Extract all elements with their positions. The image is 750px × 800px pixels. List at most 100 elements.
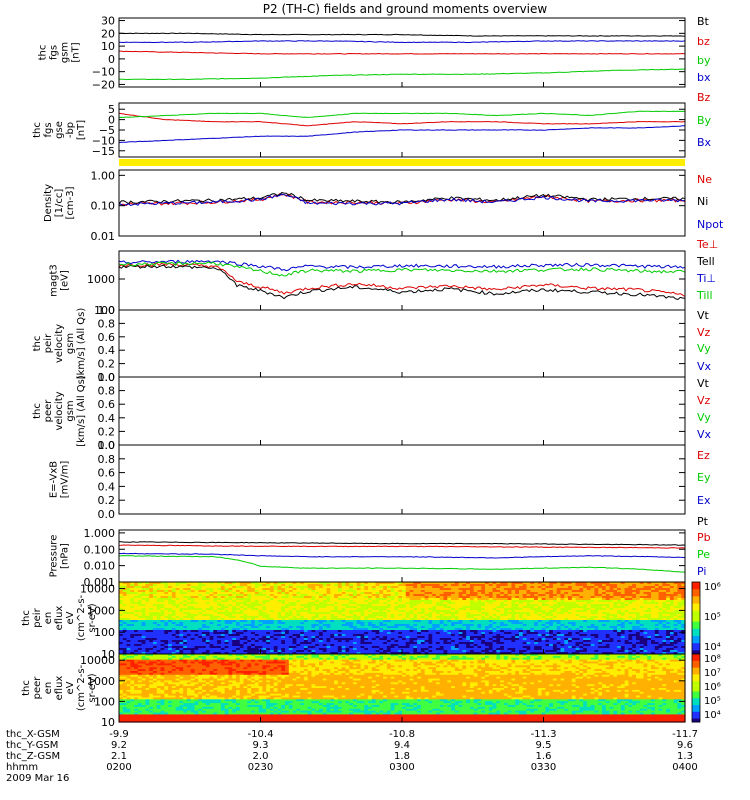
heatmap-cell	[292, 588, 297, 591]
heatmap-cell	[164, 604, 169, 607]
heatmap-cell	[194, 594, 199, 597]
heatmap-cell	[485, 602, 490, 605]
heatmap-cell	[443, 610, 448, 613]
heatmap-cell	[402, 632, 407, 635]
heatmap-cell	[239, 636, 245, 639]
heatmap-cell	[594, 608, 599, 611]
heatmap-cell	[669, 606, 675, 609]
heatmap-cell	[617, 594, 622, 597]
heatmap-cell	[307, 616, 313, 619]
heatmap-cell	[134, 626, 139, 629]
heatmap-cell	[334, 590, 339, 593]
heatmap-cell	[613, 602, 618, 605]
heatmap-cell	[130, 596, 135, 599]
heatmap-cell	[526, 630, 531, 633]
heatmap-cell	[349, 582, 354, 585]
heatmap-cell	[368, 640, 373, 643]
heatmap-cell	[552, 626, 558, 629]
heatmap-cell	[303, 606, 309, 609]
heatmap-cell	[613, 642, 618, 645]
heatmap-cell	[326, 586, 331, 589]
heatmap-cell	[485, 622, 490, 625]
heatmap-cell	[458, 616, 463, 619]
heatmap-cell	[681, 604, 686, 607]
heatmap-cell	[590, 624, 596, 627]
heatmap-cell	[677, 626, 682, 629]
heatmap-cell	[549, 616, 554, 619]
heatmap-cell	[356, 604, 362, 607]
heatmap-cell	[262, 632, 267, 635]
heatmap-cell	[526, 602, 531, 605]
heatmap-cell	[349, 624, 354, 627]
heatmap-cell	[186, 610, 192, 613]
heatmap-cell	[632, 636, 637, 639]
heatmap-cell	[677, 632, 682, 635]
heatmap-cell	[213, 600, 218, 603]
heatmap-cell	[311, 634, 316, 637]
heatmap-cell	[379, 608, 384, 611]
heatmap-cell	[522, 610, 528, 613]
heatmap-cell	[515, 634, 520, 637]
heatmap-cell	[288, 628, 294, 631]
heatmap-cell	[458, 592, 463, 595]
heatmap-cell	[413, 596, 418, 599]
heatmap-cell	[364, 642, 369, 645]
heatmap-cell	[194, 624, 199, 627]
heatmap-cell	[262, 614, 267, 617]
heatmap-cell	[394, 614, 399, 617]
heatmap-cell	[432, 612, 437, 615]
heatmap-cell	[451, 634, 456, 637]
heatmap-cell	[356, 616, 362, 619]
heatmap-cell	[503, 586, 509, 589]
heatmap-cell	[243, 620, 248, 623]
heatmap-cell	[500, 600, 505, 603]
heatmap-cell	[583, 598, 588, 601]
heatmap-cell	[662, 616, 667, 619]
heatmap-cell	[620, 604, 626, 607]
heatmap-cell	[269, 590, 275, 593]
heatmap-cell	[443, 584, 448, 587]
heatmap-cell	[413, 624, 418, 627]
heatmap-cell	[485, 630, 490, 633]
heatmap-cell	[190, 620, 196, 623]
heatmap-cell	[371, 606, 377, 609]
heatmap-cell	[605, 632, 611, 635]
heatmap-cell	[534, 606, 539, 609]
heatmap-cell	[122, 632, 128, 635]
heatmap-cell	[220, 628, 226, 631]
heatmap-cell	[198, 594, 203, 597]
heatmap-cell	[643, 622, 648, 625]
heatmap-cell	[575, 636, 580, 639]
heatmap-cell	[334, 622, 339, 625]
heatmap-cell	[318, 584, 324, 587]
heatmap-cell	[526, 590, 531, 593]
heatmap-cell	[356, 592, 362, 595]
heatmap-cell	[130, 620, 135, 623]
heatmap-cell	[311, 624, 316, 627]
heatmap-cell	[435, 642, 441, 645]
heatmap-cell	[469, 592, 475, 595]
heatmap-cell	[420, 596, 426, 599]
heatmap-cell	[364, 612, 369, 615]
heatmap-cell	[534, 626, 539, 629]
heatmap-cell	[405, 606, 411, 609]
heatmap-cell	[307, 584, 313, 587]
heatmap-cell	[364, 604, 369, 607]
heatmap-cell	[134, 622, 139, 625]
heatmap-cell	[564, 600, 569, 603]
heatmap-cell	[352, 636, 358, 639]
heatmap-cell	[360, 622, 365, 625]
heatmap-cell	[254, 584, 260, 587]
heatmap-cell	[443, 614, 448, 617]
heatmap-cell	[394, 622, 399, 625]
heatmap-cell	[466, 604, 471, 607]
heatmap-cell	[209, 602, 214, 605]
heatmap-cell	[254, 598, 260, 601]
heatmap-cell	[360, 636, 365, 639]
heatmap-cell	[292, 628, 297, 631]
heatmap-cell	[326, 594, 331, 597]
heatmap-cell	[322, 632, 328, 635]
heatmap-cell	[152, 614, 158, 617]
heatmap-cell	[666, 628, 671, 631]
heatmap-cell	[462, 604, 467, 607]
